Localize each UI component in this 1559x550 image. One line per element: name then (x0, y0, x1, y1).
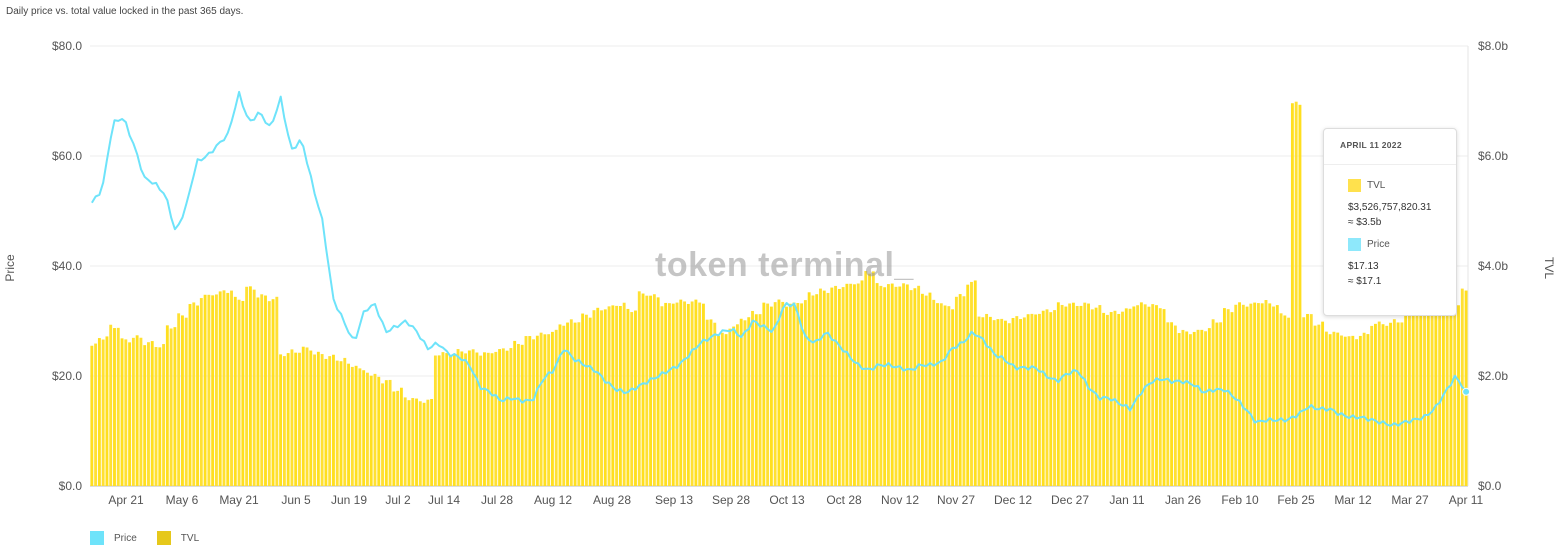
svg-text:$40.0: $40.0 (52, 259, 82, 273)
tooltip-price-row: Price (1348, 238, 1456, 251)
svg-text:Nov 27: Nov 27 (937, 493, 975, 507)
legend-label-price: Price (114, 532, 137, 544)
hover-tooltip: APRIL 11 2022 TVL $3,526,757,820.31 ≈ $3… (1323, 128, 1457, 316)
svg-text:Dec 12: Dec 12 (994, 493, 1032, 507)
svg-text:Jan 11: Jan 11 (1109, 493, 1144, 507)
svg-text:$8.0b: $8.0b (1478, 39, 1508, 53)
tooltip-tvl-label: TVL (1367, 180, 1386, 191)
svg-text:Jul 28: Jul 28 (481, 493, 513, 507)
tooltip-tvl-approx: ≈ $3.5b (1348, 217, 1382, 228)
left-axis-ticks: $0.0 $20.0 $40.0 $60.0 $80.0 (52, 39, 82, 493)
svg-text:Sep 28: Sep 28 (712, 493, 750, 507)
tooltip-tvl-row: TVL (1348, 179, 1456, 192)
tvl-bars (90, 101, 1468, 487)
svg-text:Apr 11: Apr 11 (1449, 493, 1484, 507)
tooltip-price-approx: ≈ $17.1 (1348, 276, 1382, 287)
price-legend-swatch-icon (90, 531, 104, 545)
svg-text:Jan 26: Jan 26 (1165, 493, 1201, 507)
legend-item-price[interactable]: Price (90, 531, 137, 545)
svg-text:$0.0: $0.0 (59, 479, 83, 493)
left-axis-title: Price (3, 254, 17, 282)
svg-text:Nov 12: Nov 12 (881, 493, 919, 507)
svg-text:$80.0: $80.0 (52, 39, 82, 53)
svg-text:Jun 5: Jun 5 (281, 493, 311, 507)
x-axis-ticks: Apr 21 May 6 May 21 Jun 5 Jun 19 Jul 2 Jul 14 J… (108, 493, 1483, 507)
svg-text:Oct 13: Oct 13 (769, 493, 805, 507)
svg-text:Oct 28: Oct 28 (826, 493, 862, 507)
svg-text:May 6: May 6 (166, 493, 199, 507)
svg-text:$20.0: $20.0 (52, 369, 82, 383)
svg-text:Jul 2: Jul 2 (385, 493, 411, 507)
legend-label-tvl: TVL (180, 532, 200, 544)
svg-text:Apr 21: Apr 21 (108, 493, 144, 507)
svg-text:Aug 28: Aug 28 (593, 493, 631, 507)
svg-text:Jun 19: Jun 19 (331, 493, 367, 507)
chart-legend: Price TVL (90, 531, 219, 545)
price-swatch-icon (1348, 238, 1361, 251)
svg-text:Dec 27: Dec 27 (1051, 493, 1089, 507)
tooltip-date: APRIL 11 2022 (1324, 129, 1456, 165)
svg-text:$2.0b: $2.0b (1478, 369, 1508, 383)
tooltip-price-label: Price (1367, 239, 1390, 250)
tvl-legend-swatch-icon (156, 531, 171, 545)
svg-text:$0.0: $0.0 (1478, 479, 1502, 493)
svg-text:$6.0b: $6.0b (1478, 149, 1508, 163)
svg-text:$60.0: $60.0 (52, 149, 82, 163)
svg-text:Feb 10: Feb 10 (1221, 493, 1259, 507)
svg-text:Sep 13: Sep 13 (655, 493, 693, 507)
svg-text:Mar 27: Mar 27 (1391, 493, 1429, 507)
svg-text:Aug 12: Aug 12 (534, 493, 572, 507)
svg-text:Mar 12: Mar 12 (1334, 493, 1372, 507)
svg-text:Jul 14: Jul 14 (428, 493, 460, 507)
right-axis-title: TVL (1542, 257, 1556, 279)
chart-subtitle: Daily price vs. total value locked in th… (6, 6, 244, 17)
tooltip-price-exact: $17.13 (1348, 261, 1379, 272)
tooltip-tvl-exact: $3,526,757,820.31 (1348, 202, 1432, 213)
legend-item-tvl[interactable]: TVL (156, 531, 200, 545)
watermark-logo: token terminal_ (655, 246, 914, 284)
svg-text:$4.0b: $4.0b (1478, 259, 1508, 273)
tvl-swatch-icon (1348, 179, 1361, 192)
svg-text:Feb 25: Feb 25 (1277, 493, 1315, 507)
price-line (91, 90, 1471, 427)
svg-text:May 21: May 21 (219, 493, 259, 507)
right-axis-ticks: $0.0 $2.0b $4.0b $6.0b $8.0b (1478, 39, 1508, 493)
